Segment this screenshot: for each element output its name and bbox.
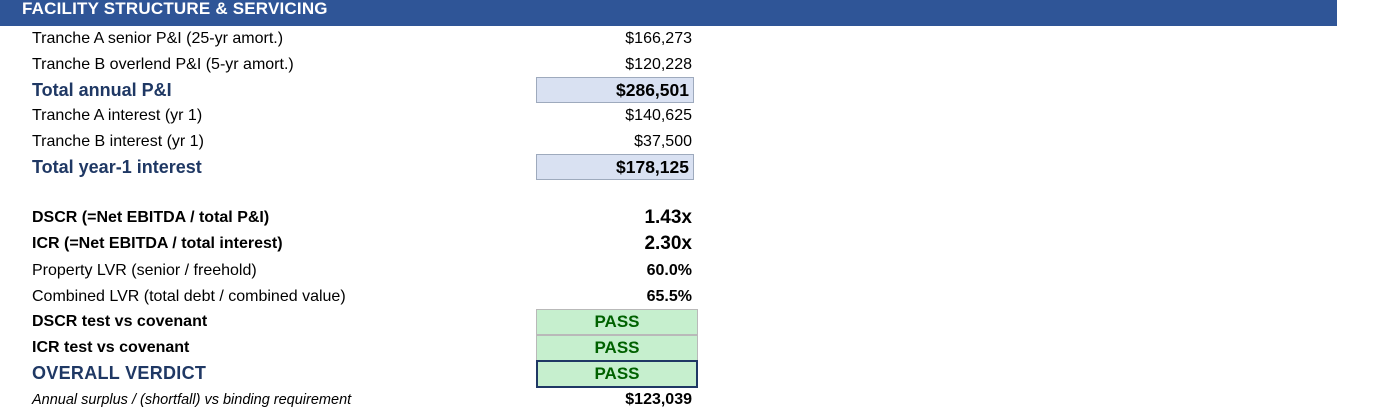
row-overall-verdict: OVERALL VERDICT PASS [0,360,720,388]
row-icr: ICR (=Net EBITDA / total interest) 2.30x [0,231,720,257]
row-combined-lvr: Combined LVR (total debt / combined valu… [0,284,720,310]
row-label: Tranche A senior P&I (25-yr amort.) [32,30,284,47]
row-tranche-b-interest: Tranche B interest (yr 1) $37,500 [0,129,720,155]
row-tranche-b-pi: Tranche B overlend P&I (5-yr amort.) $12… [0,52,720,78]
row-label: DSCR (=Net EBITDA / total P&I) [32,209,270,226]
row-label: Property LVR (senior / freehold) [32,262,257,279]
row-tranche-a-pi: Tranche A senior P&I (25-yr amort.) $166… [0,26,720,52]
row-total-year1-interest: Total year-1 interest $178,125 [0,154,720,180]
ratio-value[interactable]: 2.30x [644,233,692,254]
row-dscr-test: DSCR test vs covenant PASS [0,309,720,335]
section-header: FACILITY STRUCTURE & SERVICING [0,0,1337,26]
row-label: Total annual P&I [32,80,172,100]
row-label: Annual surplus / (shortfall) vs binding … [32,392,352,408]
row-value[interactable]: $37,500 [634,133,692,150]
row-value[interactable]: 65.5% [646,288,692,305]
row-value[interactable]: $120,228 [625,56,692,73]
row-value[interactable]: $140,625 [625,107,692,124]
row-label: Tranche B interest (yr 1) [32,133,204,150]
total-value-cell[interactable]: $178,125 [536,154,694,180]
row-label: Tranche A interest (yr 1) [32,107,203,124]
row-label: Total year-1 interest [32,157,202,177]
pass-badge[interactable]: PASS [536,309,698,335]
row-total-annual-pi: Total annual P&I $286,501 [0,77,720,103]
row-label: DSCR test vs covenant [32,313,208,330]
row-value[interactable]: $166,273 [625,30,692,47]
row-icr-test: ICR test vs covenant PASS [0,335,720,361]
row-annual-surplus: Annual surplus / (shortfall) vs binding … [0,387,720,413]
row-label: ICR test vs covenant [32,339,190,356]
row-label: OVERALL VERDICT [32,363,207,383]
pass-badge[interactable]: PASS [536,335,698,361]
row-label: ICR (=Net EBITDA / total interest) [32,235,283,252]
row-value[interactable]: $123,039 [625,391,692,408]
row-dscr: DSCR (=Net EBITDA / total P&I) 1.43x [0,205,720,231]
row-label: Tranche B overlend P&I (5-yr amort.) [32,56,294,73]
total-value-cell[interactable]: $286,501 [536,77,694,103]
row-value[interactable]: 60.0% [646,262,692,279]
ratio-value[interactable]: 1.43x [644,207,692,228]
row-tranche-a-interest: Tranche A interest (yr 1) $140,625 [0,103,720,129]
section-title: FACILITY STRUCTURE & SERVICING [22,0,328,18]
row-label: Combined LVR (total debt / combined valu… [32,288,346,305]
row-property-lvr: Property LVR (senior / freehold) 60.0% [0,258,720,284]
verdict-badge[interactable]: PASS [536,360,698,388]
